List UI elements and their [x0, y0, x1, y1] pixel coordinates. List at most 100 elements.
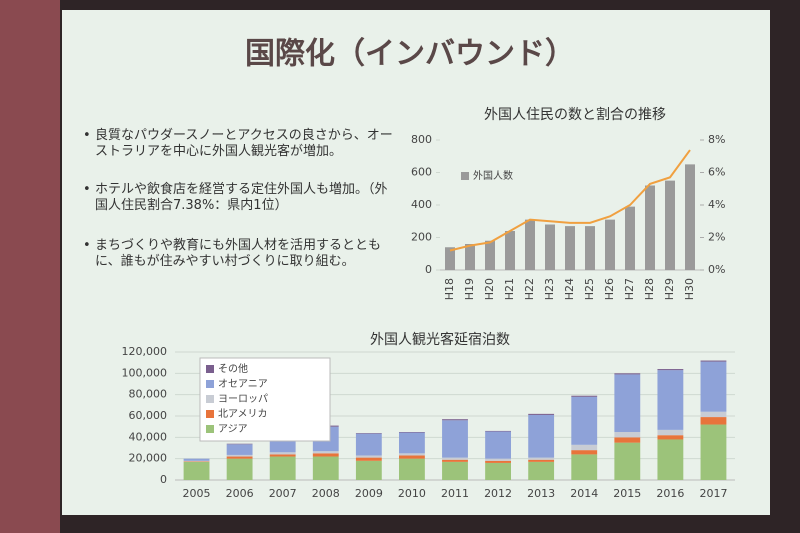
bar-segment — [571, 450, 598, 455]
x-tick-label: H30 — [683, 278, 696, 300]
legend-label: ヨーロッパ — [218, 393, 268, 405]
x-tick-label: H19 — [463, 278, 476, 300]
bar-segment — [528, 459, 555, 462]
bar-segment — [485, 430, 511, 432]
y-tick-label: 400 — [411, 198, 432, 211]
bullet: 良質なパウダースノーとアクセスの良さから、オーストラリアを中心に外国人観光客が増… — [83, 128, 395, 160]
legend-swatch — [206, 410, 214, 418]
x-tick-label: H25 — [583, 278, 596, 300]
y-tick-label: 80,000 — [129, 388, 168, 401]
bar-segment — [355, 455, 382, 458]
bar-segment — [226, 456, 253, 459]
y2-tick-label: 0% — [708, 263, 725, 276]
y2-tick-label: 2% — [708, 231, 725, 244]
bar-segment — [442, 419, 468, 421]
x-tick-label: H21 — [503, 278, 516, 300]
x-tick-label: 2015 — [613, 487, 641, 500]
bar-segment — [571, 395, 598, 397]
legend-swatch — [206, 365, 214, 373]
x-tick-label: H29 — [663, 278, 676, 300]
bar-segment — [183, 461, 210, 480]
bar-segment — [312, 451, 339, 454]
bar — [645, 185, 655, 270]
bar-segment — [657, 370, 684, 430]
x-tick-label: H23 — [543, 278, 556, 300]
bar-segment — [442, 461, 468, 480]
bar-segment — [700, 360, 727, 362]
x-tick-label: 2017 — [699, 487, 727, 500]
x-tick-label: 2009 — [355, 487, 383, 500]
y-tick-label: 0 — [425, 263, 432, 276]
bar-segment — [355, 460, 382, 480]
slide-title: 国際化（インバウンド） — [245, 37, 575, 72]
x-tick-label: H27 — [623, 278, 636, 300]
bar-segment — [312, 456, 339, 480]
legend-label: その他 — [218, 362, 248, 375]
bar-segment — [442, 459, 468, 462]
bar-segment — [183, 460, 210, 462]
legend-label: 北アメリカ — [218, 408, 268, 420]
y2-tick-label: 6% — [708, 166, 725, 179]
bar-segment — [571, 396, 598, 445]
bar-segment — [614, 437, 641, 443]
legend-label: オセアニア — [218, 378, 268, 390]
bar-segment — [614, 442, 641, 480]
bar-segment — [614, 432, 641, 438]
bar-segment — [442, 457, 468, 460]
x-tick-label: 2005 — [183, 487, 211, 500]
bar-segment — [657, 439, 684, 480]
bar-segment — [485, 460, 511, 463]
bar-segment — [269, 454, 296, 457]
bar-segment — [528, 413, 555, 415]
x-tick-label: 2007 — [269, 487, 297, 500]
legend-label: アジア — [218, 424, 248, 435]
bar-segment — [226, 458, 253, 480]
bar-segment — [571, 444, 598, 451]
x-tick-label: 2010 — [398, 487, 426, 500]
bar-segment — [312, 453, 339, 457]
chart-title: 外国人観光客延宿泊数 — [370, 331, 510, 348]
bar-segment — [355, 457, 382, 461]
y-tick-label: 20,000 — [129, 452, 168, 465]
bar-segment — [442, 420, 468, 458]
y-tick-label: 120,000 — [122, 345, 168, 358]
x-tick-label: 2016 — [656, 487, 684, 500]
x-tick-label: 2014 — [570, 487, 598, 500]
bar — [665, 180, 675, 270]
bar-segment — [226, 454, 253, 457]
bar — [445, 247, 455, 270]
bar-segment — [485, 431, 511, 459]
y-tick-label: 100,000 — [122, 366, 168, 379]
y-tick-label: 0 — [160, 473, 167, 486]
bar-segment — [183, 458, 210, 461]
bar-segment — [399, 455, 425, 459]
legend-label: 外国人数 — [473, 169, 513, 182]
bar-segment — [657, 435, 684, 440]
y-tick-label: 60,000 — [129, 409, 168, 422]
bar-segment — [226, 443, 253, 445]
y2-tick-label: 8% — [708, 133, 725, 146]
y2-tick-label: 4% — [708, 198, 725, 211]
bar-segment — [657, 429, 684, 436]
bar-segment — [399, 453, 425, 456]
x-tick-label: H22 — [523, 278, 536, 300]
bar — [585, 226, 595, 270]
x-tick-label: H20 — [483, 278, 496, 300]
x-tick-label: H18 — [443, 278, 456, 300]
bar-segment — [226, 444, 253, 455]
x-tick-label: H28 — [643, 278, 656, 300]
bar — [505, 231, 515, 270]
bar-segment — [355, 433, 382, 456]
legend-swatch — [461, 172, 469, 180]
legend-box — [199, 357, 331, 442]
bar-segment — [614, 373, 641, 375]
y-tick-label: 40,000 — [129, 430, 168, 443]
bar-segment — [528, 457, 555, 460]
x-tick-label: 2006 — [226, 487, 254, 500]
bar-segment — [528, 461, 555, 480]
bar — [485, 240, 495, 270]
bar-segment — [269, 456, 296, 480]
bar-segment — [528, 414, 555, 458]
